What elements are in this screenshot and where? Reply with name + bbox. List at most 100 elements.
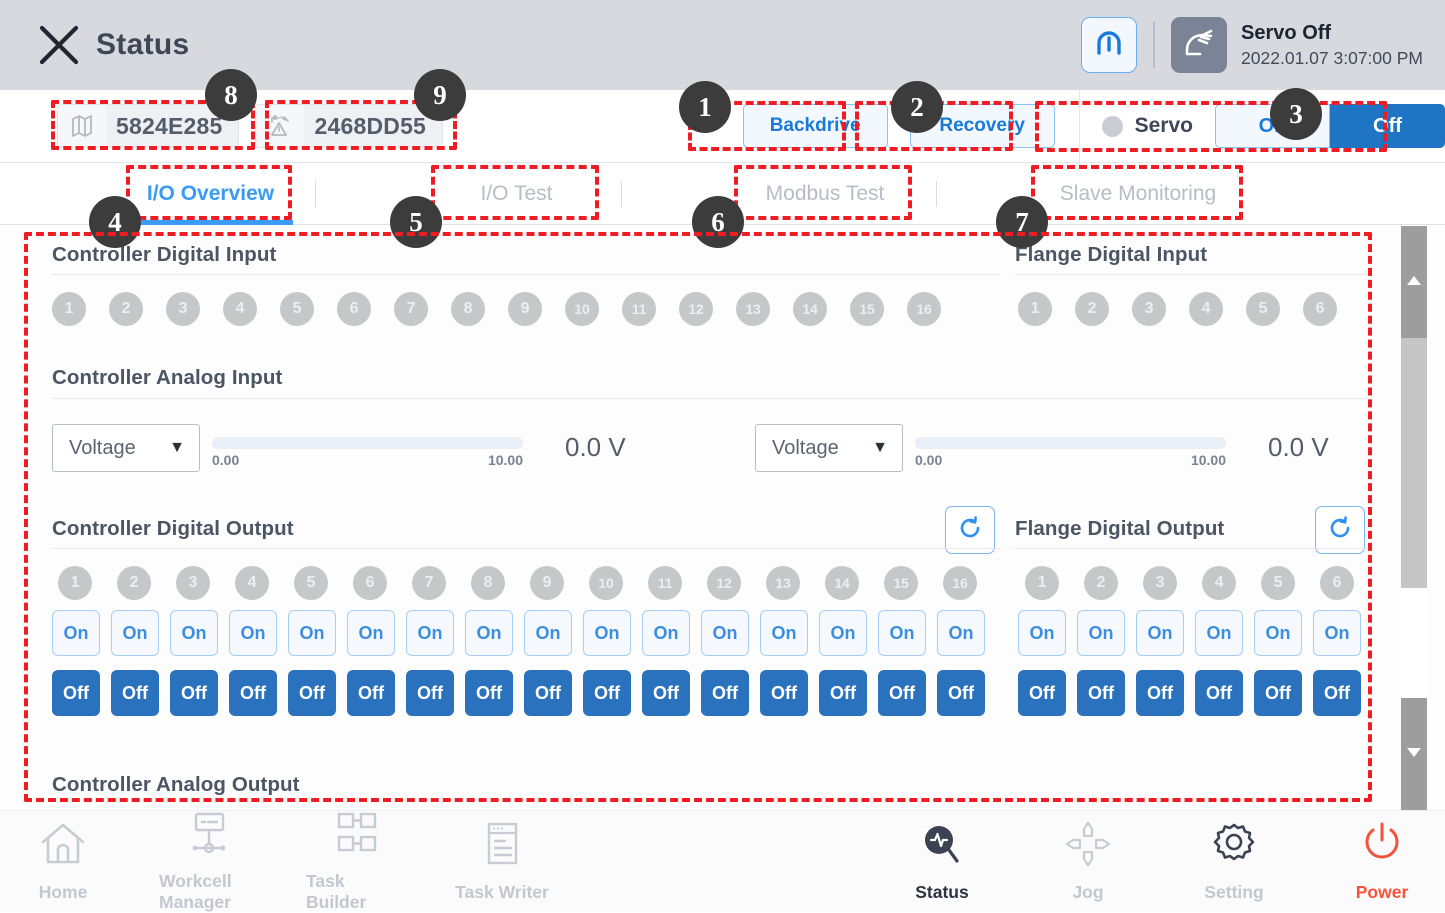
robot-home-button[interactable] xyxy=(1081,17,1138,73)
digital-output-on-button[interactable]: On xyxy=(170,610,218,656)
digital-output-channel-indicator: 6 xyxy=(353,566,387,600)
tab-modbus-test[interactable]: Modbus Test xyxy=(765,181,885,205)
servo-on-button[interactable]: On xyxy=(1215,104,1330,148)
analog-input-slider-track[interactable] xyxy=(212,437,523,449)
content-scrollbar[interactable] xyxy=(1401,226,1427,810)
robot-id-chip[interactable]: 2468DD55 xyxy=(255,104,444,148)
digital-output-off-button[interactable]: Off xyxy=(347,670,395,716)
tab-i-o-overview[interactable]: I/O Overview xyxy=(128,163,293,225)
flange-digital-output-off-button[interactable]: Off xyxy=(1077,670,1125,716)
power-icon xyxy=(1356,820,1408,873)
digital-output-off-button[interactable]: Off xyxy=(878,670,926,716)
gear-icon xyxy=(1208,820,1260,873)
analog-input-slider[interactable]: 0.00 10.00 xyxy=(915,437,1226,468)
flange-digital-output-refresh-button[interactable] xyxy=(1315,506,1365,554)
digital-output-on-button[interactable]: On xyxy=(111,610,159,656)
digital-output-off-button[interactable]: Off xyxy=(170,670,218,716)
digital-output-on-button[interactable]: On xyxy=(760,610,808,656)
digital-output-channel-indicator: 11 xyxy=(648,566,682,600)
flange-digital-output-off-button[interactable]: Off xyxy=(1195,670,1243,716)
nav-item-task-builder[interactable]: Task Builder xyxy=(306,809,406,913)
digital-output-on-button[interactable]: On xyxy=(229,610,277,656)
nav-item-power[interactable]: Power xyxy=(1332,820,1432,903)
digital-output-on-button[interactable]: On xyxy=(406,610,454,656)
digital-output-on-button[interactable]: On xyxy=(642,610,690,656)
nav-item-status[interactable]: Status xyxy=(892,820,992,903)
controller-digital-output-refresh-button[interactable] xyxy=(945,506,995,554)
scrollbar-up-button[interactable] xyxy=(1401,226,1427,338)
workcell-map-icon xyxy=(58,105,106,147)
digital-output-off-button[interactable]: Off xyxy=(288,670,336,716)
digital-output-off-button[interactable]: Off xyxy=(642,670,690,716)
flange-digital-output-on-button[interactable]: On xyxy=(1195,610,1243,656)
digital-input-channel-indicator: 7 xyxy=(394,292,428,326)
analog-input-mode-select[interactable]: Voltage ▼ xyxy=(52,424,200,472)
chevron-down-icon: ▼ xyxy=(169,439,185,456)
digital-output-off-button[interactable]: Off xyxy=(701,670,749,716)
digital-output-on-button[interactable]: On xyxy=(937,610,985,656)
flange-digital-output-channel-indicator: 4 xyxy=(1202,566,1236,600)
flange-digital-output-on-button[interactable]: On xyxy=(1077,610,1125,656)
workcell-id-chip[interactable]: 5824E285 xyxy=(57,104,240,148)
flange-digital-output-on-button[interactable]: On xyxy=(1018,610,1066,656)
digital-output-off-button[interactable]: Off xyxy=(760,670,808,716)
digital-input-channel-indicator: 16 xyxy=(907,292,941,326)
flange-digital-output-on-button[interactable]: On xyxy=(1254,610,1302,656)
scrollbar-thumb[interactable] xyxy=(1401,338,1427,588)
nav-item-workcell-manager[interactable]: Workcell Manager xyxy=(159,809,259,913)
digital-output-off-button[interactable]: Off xyxy=(583,670,631,716)
document-icon xyxy=(476,820,528,873)
flange-digital-output-on-button[interactable]: On xyxy=(1313,610,1361,656)
recovery-button[interactable]: Recovery xyxy=(909,104,1055,148)
analog-input-max-label: 10.00 xyxy=(1190,452,1226,468)
blocks-icon xyxy=(330,809,382,862)
digital-output-on-button[interactable]: On xyxy=(524,610,572,656)
digital-output-off-button[interactable]: Off xyxy=(937,670,985,716)
scrollbar-down-button[interactable] xyxy=(1401,698,1427,810)
flange-digital-output-off-button[interactable]: Off xyxy=(1254,670,1302,716)
digital-output-off-button[interactable]: Off xyxy=(52,670,100,716)
flange-digital-output-off-button[interactable]: Off xyxy=(1018,670,1066,716)
digital-output-on-button[interactable]: On xyxy=(583,610,631,656)
robot-home-icon xyxy=(1092,26,1126,65)
tab-i-o-test[interactable]: I/O Test xyxy=(480,181,553,205)
digital-output-off-button[interactable]: Off xyxy=(229,670,277,716)
nav-item-label: Status xyxy=(915,881,969,902)
digital-output-on-button[interactable]: On xyxy=(878,610,926,656)
analog-input-slider-track[interactable] xyxy=(915,437,1226,449)
nav-item-setting[interactable]: Setting xyxy=(1184,820,1284,903)
io-overview-content: Controller Digital Input 1 2 3 4 5 6 7 8 9 10 11 12… xyxy=(0,226,1445,810)
close-button[interactable] xyxy=(28,18,90,72)
nav-item-home[interactable]: Home xyxy=(13,820,113,903)
flange-digital-output-off-button[interactable]: Off xyxy=(1136,670,1184,716)
digital-input-channel-indicator: 14 xyxy=(793,292,827,326)
digital-output-on-button[interactable]: On xyxy=(701,610,749,656)
digital-output-on-button[interactable]: On xyxy=(52,610,100,656)
backdrive-button[interactable]: Backdrive xyxy=(742,104,888,148)
flange-digital-output-channel-indicator: 5 xyxy=(1261,566,1295,600)
digital-output-on-button[interactable]: On xyxy=(347,610,395,656)
digital-output-channel-indicator: 9 xyxy=(530,566,564,600)
controller-analog-output-title: Controller Analog Output xyxy=(52,773,300,796)
digital-output-channel-indicator: 15 xyxy=(884,566,918,600)
fdi-rule xyxy=(1015,274,1368,275)
digital-output-off-button[interactable]: Off xyxy=(111,670,159,716)
tab-slave-monitoring[interactable]: Slave Monitoring xyxy=(1059,181,1217,205)
digital-output-on-button[interactable]: On xyxy=(288,610,336,656)
digital-output-off-button[interactable]: Off xyxy=(406,670,454,716)
flange-digital-output-on-button[interactable]: On xyxy=(1136,610,1184,656)
controller-digital-input-channels: 1 2 3 4 5 6 7 8 9 10 11 12 13 14 15 16 xyxy=(52,292,941,326)
nav-item-label: Task Builder xyxy=(306,871,367,912)
flange-digital-output-off-button[interactable]: Off xyxy=(1313,670,1361,716)
analog-input-slider[interactable]: 0.00 10.00 xyxy=(212,437,523,468)
digital-output-off-button[interactable]: Off xyxy=(819,670,867,716)
digital-output-off-button[interactable]: Off xyxy=(465,670,513,716)
nav-item-task-writer[interactable]: Task Writer xyxy=(452,820,552,903)
flange-digital-input-channel-indicator: 1 xyxy=(1018,292,1052,326)
digital-output-on-button[interactable]: On xyxy=(819,610,867,656)
servo-off-button[interactable]: Off xyxy=(1330,104,1445,148)
digital-output-on-button[interactable]: On xyxy=(465,610,513,656)
nav-item-jog[interactable]: Jog xyxy=(1038,820,1138,903)
analog-input-mode-select[interactable]: Voltage ▼ xyxy=(755,424,903,472)
digital-output-off-button[interactable]: Off xyxy=(524,670,572,716)
